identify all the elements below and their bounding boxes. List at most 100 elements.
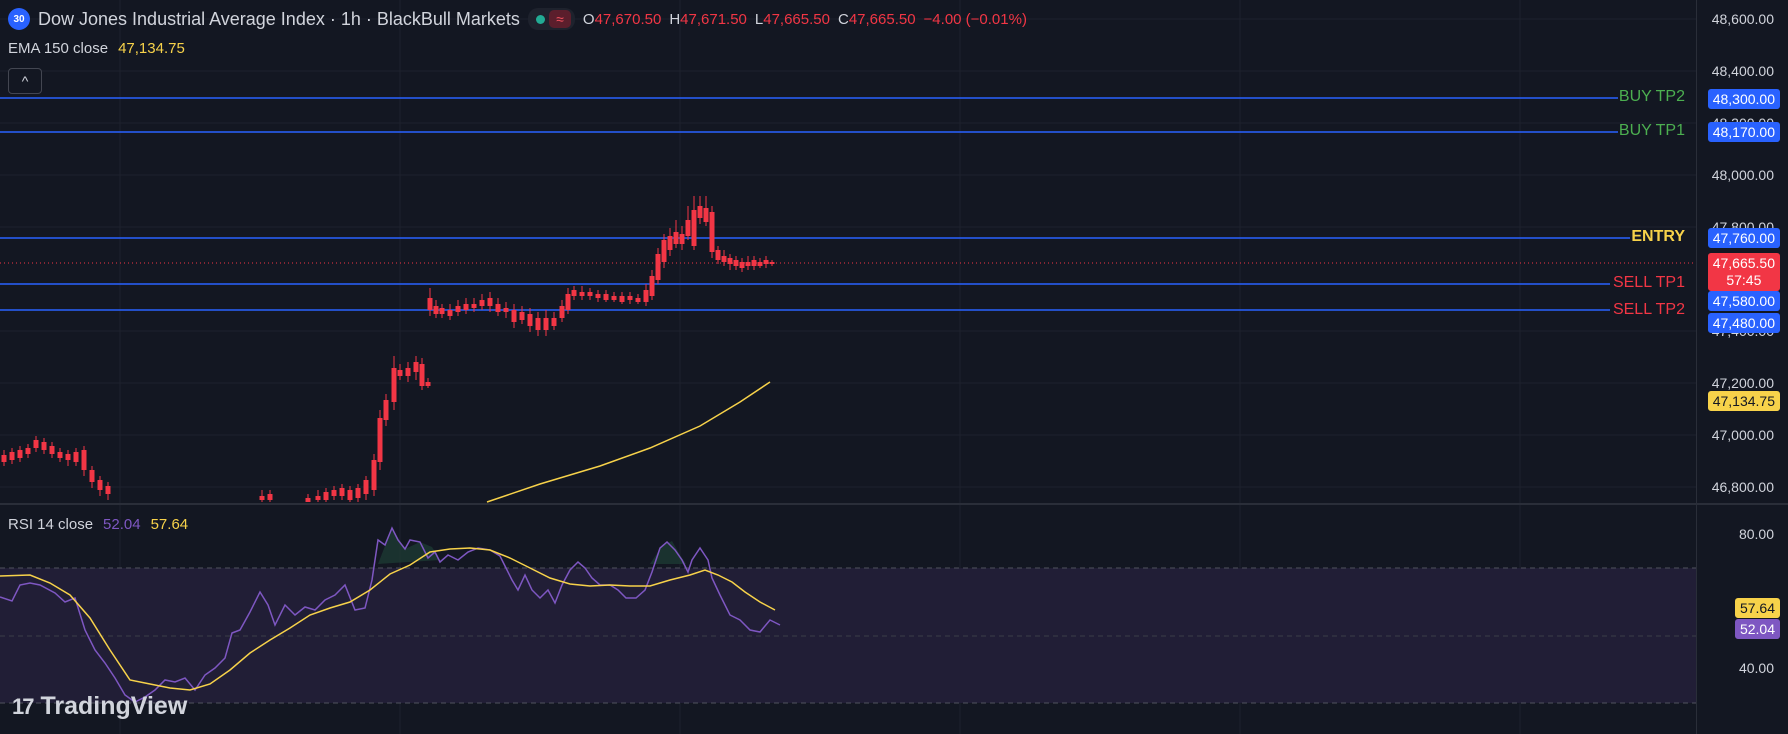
ema-legend[interactable]: EMA 150 close 47,134.75 — [8, 40, 185, 57]
candle-body — [535, 318, 541, 330]
candle-body — [9, 452, 15, 460]
pane-separator[interactable] — [0, 503, 1788, 505]
candle-body — [655, 254, 661, 280]
candle-body — [259, 496, 265, 500]
collapse-legend-button[interactable]: ^ — [8, 68, 42, 94]
candle-body — [49, 446, 55, 454]
candle-body — [57, 452, 63, 458]
candle-body — [619, 296, 625, 302]
rsi-axis-label: 52.04 — [1734, 619, 1780, 639]
ohlc-change: −4.00 (−0.01%) — [923, 10, 1027, 28]
buy-tp1-price-label: 48,170.00 — [1707, 122, 1780, 142]
buy-tp2-text: BUY TP2 — [1618, 88, 1685, 105]
tradingview-logo[interactable]: 17 TradingView — [12, 692, 187, 721]
sell-tp1-price-label: 47,580.00 — [1707, 291, 1780, 311]
rsi-legend[interactable]: RSI 14 close 52.04 57.64 — [8, 516, 188, 533]
ohlc-key-open: O — [582, 10, 595, 28]
price-tick: 48,000.00 — [1711, 167, 1774, 183]
ema-legend-label: EMA 150 close — [8, 40, 109, 57]
candle-body — [487, 298, 493, 306]
rsi-tick: 80.00 — [1738, 526, 1774, 542]
candle-body — [543, 318, 549, 330]
candle-body — [339, 488, 345, 496]
price-tick: 47,000.00 — [1711, 427, 1774, 443]
candle-body — [89, 470, 95, 482]
last-price-value: 47,665.50 — [1712, 255, 1775, 271]
candle-body — [503, 308, 509, 312]
candle-body — [685, 220, 691, 236]
candle-body — [627, 296, 633, 300]
candle-body — [611, 296, 617, 300]
price-axis-border — [1696, 0, 1697, 734]
rsi-tick: 40.00 — [1738, 660, 1774, 676]
rsi-ma-line — [0, 547, 776, 691]
candle-body — [25, 448, 31, 454]
bar-countdown: 57:45 — [1726, 272, 1762, 288]
dow-30-icon: 30 — [8, 8, 30, 30]
candle-body — [97, 480, 103, 490]
candle-body — [661, 240, 667, 262]
candle-body — [715, 250, 721, 260]
candle-body — [571, 290, 577, 296]
candle-body — [495, 304, 501, 312]
market-open-icon — [535, 14, 545, 24]
candle-body — [331, 490, 337, 496]
price-tick: 46,800.00 — [1711, 479, 1774, 495]
candle-body — [595, 294, 601, 298]
symbol-title[interactable]: Dow Jones Industrial Average Index · 1h … — [38, 8, 520, 29]
candle-body — [679, 234, 685, 244]
entry-price-label: 47,760.00 — [1707, 228, 1780, 248]
rsi-ma-legend-value: 57.64 — [150, 516, 189, 533]
candle-body — [703, 208, 709, 222]
chevron-up-icon: ^ — [21, 73, 29, 89]
candle-body — [559, 306, 565, 318]
candle-body — [323, 492, 329, 500]
candle-body — [745, 262, 751, 266]
candle-body — [363, 480, 369, 494]
candle-body — [397, 370, 403, 376]
candle-body — [419, 364, 425, 386]
candle-body — [709, 212, 715, 252]
ohlc-key-close: C — [837, 10, 849, 28]
wave-icon: ≈ — [548, 10, 571, 28]
market-status-pill[interactable]: ≈ — [527, 8, 575, 30]
ohlc-low: 47,665.50 — [763, 10, 830, 28]
candle-body — [17, 450, 23, 458]
candle-body — [603, 294, 609, 300]
candle-body — [81, 450, 87, 470]
candle-body — [769, 262, 775, 264]
last-price-label: 47,665.50 57:45 — [1707, 253, 1780, 291]
buy-tp2-price-label: 48,300.00 — [1707, 89, 1780, 109]
candle-body — [763, 260, 769, 264]
candle-body — [587, 292, 593, 296]
candle-body — [447, 310, 453, 316]
candle-body — [463, 304, 469, 310]
ohlc-high: 47,671.50 — [680, 10, 747, 28]
candle-body — [1, 455, 7, 462]
candle-body — [383, 400, 389, 420]
candle-body — [727, 258, 733, 264]
candle-body — [751, 260, 757, 266]
candle-body — [691, 210, 697, 246]
candle-body — [455, 306, 461, 312]
candle-body — [643, 290, 649, 302]
ema-legend-value: 47,134.75 — [118, 40, 185, 57]
candle-body — [73, 452, 79, 462]
candle-body — [519, 312, 525, 320]
ohlc-open: 47,670.50 — [594, 10, 662, 28]
ema-price-label: 47,134.75 — [1707, 391, 1780, 411]
tradingview-logo-icon: 17 — [12, 693, 35, 719]
symbol-legend: 30 Dow Jones Industrial Average Index · … — [8, 8, 1027, 30]
candle-body — [471, 304, 477, 308]
candle-body — [105, 486, 111, 494]
candle-body — [315, 496, 321, 500]
candle-body — [635, 298, 641, 302]
candle-body — [757, 262, 763, 266]
candle-body — [391, 368, 397, 402]
candle-body — [579, 292, 585, 296]
candle-body — [347, 490, 353, 500]
candle-body — [413, 362, 419, 372]
candle-body — [649, 276, 655, 296]
